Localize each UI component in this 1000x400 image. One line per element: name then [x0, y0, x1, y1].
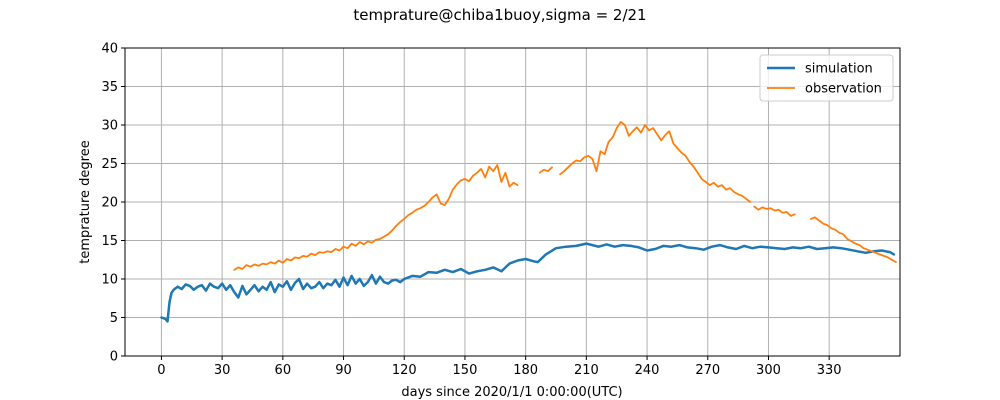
- x-tick-label: 120: [392, 363, 417, 378]
- series-line-observation: [753, 205, 796, 217]
- x-axis-ticks: 0 30 60 90 120 150 180 210 240 270 300 330: [157, 356, 842, 378]
- series-line-simulation: [160, 242, 896, 323]
- y-tick-label: 0: [110, 350, 118, 365]
- y-tick-label: 40: [101, 42, 118, 57]
- y-tick-label: 5: [110, 311, 118, 326]
- x-tick-label: 150: [453, 363, 478, 378]
- x-tick-label: 180: [513, 363, 538, 378]
- series-line-observation: [233, 164, 519, 271]
- y-tick-label: 15: [101, 234, 118, 249]
- legend-label: simulation: [805, 62, 873, 77]
- x-tick-label: 30: [214, 363, 231, 378]
- series-layer: [160, 121, 897, 323]
- x-axis-label: days since 2020/1/1 0:00:00(UTC): [401, 385, 622, 400]
- x-tick-label: 270: [695, 363, 720, 378]
- series-line-observation: [810, 216, 897, 263]
- y-tick-label: 30: [101, 119, 118, 134]
- x-tick-label: 60: [275, 363, 292, 378]
- legend: simulation observation: [759, 54, 894, 102]
- x-tick-label: 330: [817, 363, 842, 378]
- chart-title: temprature@chiba1buoy,sigma = 2/21: [353, 6, 646, 24]
- y-tick-label: 35: [101, 80, 118, 95]
- x-tick-label: 90: [335, 363, 352, 378]
- x-tick-label: 210: [574, 363, 599, 378]
- legend-box: [759, 54, 894, 102]
- x-tick-label: 300: [756, 363, 781, 378]
- y-axis-label: temprature degree: [78, 140, 93, 263]
- x-tick-label: 0: [157, 363, 165, 378]
- y-tick-label: 10: [101, 273, 118, 288]
- x-tick-label: 240: [635, 363, 660, 378]
- series-line-observation: [559, 121, 752, 203]
- y-tick-label: 25: [101, 157, 118, 172]
- y-tick-label: 20: [101, 196, 118, 211]
- y-axis-ticks: 0 5 10 15 20 25 30 35 40: [101, 42, 125, 365]
- legend-label: observation: [805, 82, 882, 97]
- series-line-observation: [538, 166, 553, 174]
